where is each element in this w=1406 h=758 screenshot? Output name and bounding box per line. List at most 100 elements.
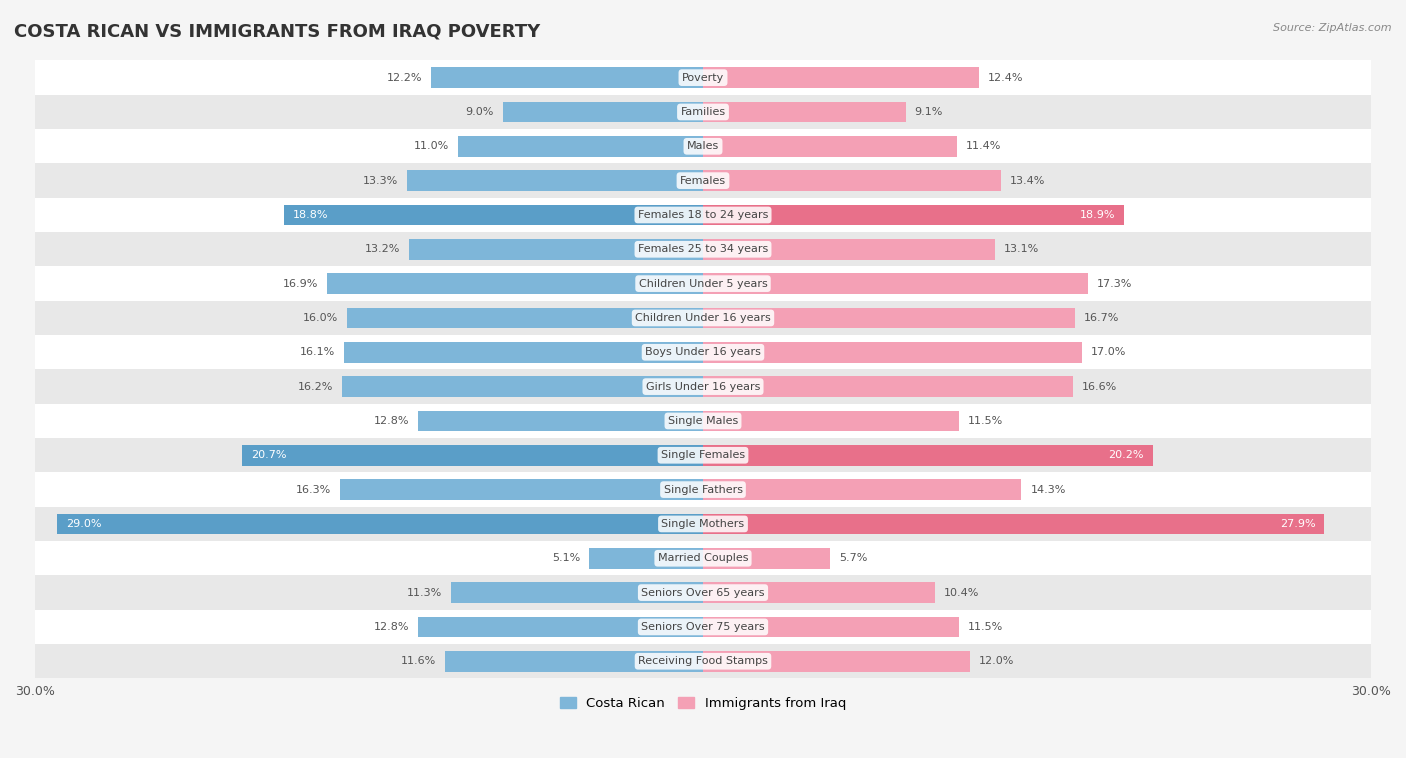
Text: COSTA RICAN VS IMMIGRANTS FROM IRAQ POVERTY: COSTA RICAN VS IMMIGRANTS FROM IRAQ POVE… — [14, 23, 540, 41]
Text: Males: Males — [688, 141, 718, 152]
Bar — [35, 644, 1371, 678]
Text: Married Couples: Married Couples — [658, 553, 748, 563]
Bar — [35, 404, 1371, 438]
Bar — [703, 171, 1001, 191]
Bar — [35, 472, 1371, 507]
Bar — [35, 609, 1371, 644]
Bar — [344, 342, 703, 362]
Bar — [242, 445, 703, 465]
Bar — [35, 61, 1371, 95]
Text: 10.4%: 10.4% — [943, 587, 979, 597]
Text: 16.6%: 16.6% — [1081, 381, 1116, 392]
Text: Boys Under 16 years: Boys Under 16 years — [645, 347, 761, 357]
Text: 11.5%: 11.5% — [967, 622, 1004, 632]
Bar — [703, 582, 935, 603]
Text: Seniors Over 75 years: Seniors Over 75 years — [641, 622, 765, 632]
Text: 20.7%: 20.7% — [250, 450, 287, 460]
Text: 18.9%: 18.9% — [1080, 210, 1115, 220]
Bar — [703, 616, 959, 637]
Text: Receiving Food Stamps: Receiving Food Stamps — [638, 656, 768, 666]
Bar — [703, 342, 1081, 362]
Text: 12.0%: 12.0% — [979, 656, 1015, 666]
Bar — [703, 548, 830, 568]
Bar — [703, 514, 1324, 534]
Legend: Costa Rican, Immigrants from Iraq: Costa Rican, Immigrants from Iraq — [555, 691, 851, 715]
Text: 9.1%: 9.1% — [914, 107, 943, 117]
Bar — [703, 239, 994, 259]
Text: 11.4%: 11.4% — [966, 141, 1001, 152]
Bar — [35, 575, 1371, 609]
Bar — [326, 274, 703, 294]
Text: 11.3%: 11.3% — [408, 587, 443, 597]
Bar — [35, 438, 1371, 472]
Text: 5.7%: 5.7% — [839, 553, 868, 563]
Text: 17.3%: 17.3% — [1097, 279, 1132, 289]
Bar — [35, 369, 1371, 404]
Text: 16.7%: 16.7% — [1084, 313, 1119, 323]
Text: 12.2%: 12.2% — [387, 73, 422, 83]
Text: Families: Families — [681, 107, 725, 117]
Bar — [703, 479, 1021, 500]
Text: 16.0%: 16.0% — [302, 313, 337, 323]
Text: 16.2%: 16.2% — [298, 381, 333, 392]
Text: 11.0%: 11.0% — [413, 141, 449, 152]
Bar — [418, 411, 703, 431]
Text: Single Males: Single Males — [668, 416, 738, 426]
Text: Females 25 to 34 years: Females 25 to 34 years — [638, 244, 768, 254]
Bar — [703, 102, 905, 122]
Text: 18.8%: 18.8% — [294, 210, 329, 220]
Bar — [35, 232, 1371, 267]
Bar — [35, 541, 1371, 575]
Text: 13.4%: 13.4% — [1011, 176, 1046, 186]
Bar — [703, 67, 979, 88]
Bar — [703, 376, 1073, 397]
Text: Children Under 5 years: Children Under 5 years — [638, 279, 768, 289]
Text: 29.0%: 29.0% — [66, 519, 101, 529]
Text: 13.1%: 13.1% — [1004, 244, 1039, 254]
Text: 11.5%: 11.5% — [967, 416, 1004, 426]
Bar — [35, 129, 1371, 164]
Text: 12.4%: 12.4% — [988, 73, 1024, 83]
Text: Seniors Over 65 years: Seniors Over 65 years — [641, 587, 765, 597]
Bar — [444, 651, 703, 672]
Text: 14.3%: 14.3% — [1031, 484, 1066, 495]
Bar — [418, 616, 703, 637]
Text: 13.3%: 13.3% — [363, 176, 398, 186]
Text: 9.0%: 9.0% — [465, 107, 494, 117]
Bar — [284, 205, 703, 225]
Bar — [703, 136, 957, 157]
Bar — [703, 205, 1123, 225]
Text: Single Mothers: Single Mothers — [661, 519, 745, 529]
Bar — [35, 267, 1371, 301]
Bar — [703, 651, 970, 672]
Bar — [347, 308, 703, 328]
Bar — [35, 507, 1371, 541]
Bar — [406, 171, 703, 191]
Text: Single Females: Single Females — [661, 450, 745, 460]
Bar — [35, 301, 1371, 335]
Bar — [703, 411, 959, 431]
Text: Source: ZipAtlas.com: Source: ZipAtlas.com — [1274, 23, 1392, 33]
Text: 16.9%: 16.9% — [283, 279, 318, 289]
Bar — [409, 239, 703, 259]
Bar — [58, 514, 703, 534]
Text: 16.1%: 16.1% — [301, 347, 336, 357]
Bar — [502, 102, 703, 122]
Bar — [35, 95, 1371, 129]
Bar — [432, 67, 703, 88]
Bar — [703, 274, 1088, 294]
Bar — [35, 164, 1371, 198]
Text: Poverty: Poverty — [682, 73, 724, 83]
Text: Females: Females — [681, 176, 725, 186]
Text: Girls Under 16 years: Girls Under 16 years — [645, 381, 761, 392]
Text: Single Fathers: Single Fathers — [664, 484, 742, 495]
Bar — [35, 198, 1371, 232]
Text: 5.1%: 5.1% — [553, 553, 581, 563]
Bar — [589, 548, 703, 568]
Text: 16.3%: 16.3% — [295, 484, 330, 495]
Bar — [35, 335, 1371, 369]
Text: 13.2%: 13.2% — [364, 244, 401, 254]
Text: 12.8%: 12.8% — [374, 416, 409, 426]
Text: 27.9%: 27.9% — [1279, 519, 1316, 529]
Text: Children Under 16 years: Children Under 16 years — [636, 313, 770, 323]
